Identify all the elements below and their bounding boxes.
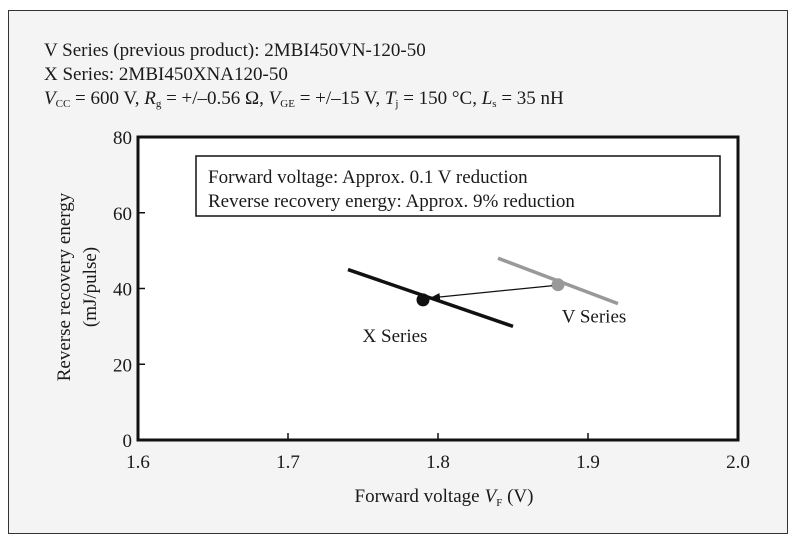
x-tick-label: 2.0	[726, 452, 750, 473]
y-tick-label: 0	[123, 431, 133, 452]
y-tick-label: 60	[113, 204, 132, 225]
x-series-marker	[416, 293, 430, 307]
x-axis-label: Forward voltage VF (V)	[355, 486, 534, 509]
y-axis-label-line-2: (mJ/pulse)	[80, 247, 101, 327]
header-line-v-series: V Series (previous product): 2MBI450VN-1…	[44, 40, 426, 61]
y-tick-label: 80	[113, 128, 132, 149]
v-series-marker	[551, 278, 565, 292]
v-series-label: V Series	[562, 307, 627, 328]
annotation-box	[195, 155, 721, 217]
x-series-label: X Series	[363, 326, 428, 347]
annotation-line-2: Reverse recovery energy: Approx. 9% redu…	[208, 191, 575, 212]
x-tick-label: 1.6	[126, 452, 150, 473]
x-tick-label: 1.9	[576, 452, 600, 473]
annotation-line-1: Forward voltage: Approx. 0.1 V reduction	[208, 167, 528, 188]
x-tick-label: 1.7	[276, 452, 300, 473]
y-tick-label: 20	[113, 355, 132, 376]
reduction-arrow	[430, 285, 553, 301]
header-line-x-series: X Series: 2MBI450XNA120-50	[44, 64, 288, 85]
y-axis-label-line-1: Reverse recovery energy	[54, 192, 75, 381]
header-conditions: VCC = 600 V, Rg = +/–0.56 Ω, VGE = +/–15…	[44, 88, 564, 110]
y-tick-label: 40	[113, 280, 132, 301]
x-tick-label: 1.8	[426, 452, 450, 473]
